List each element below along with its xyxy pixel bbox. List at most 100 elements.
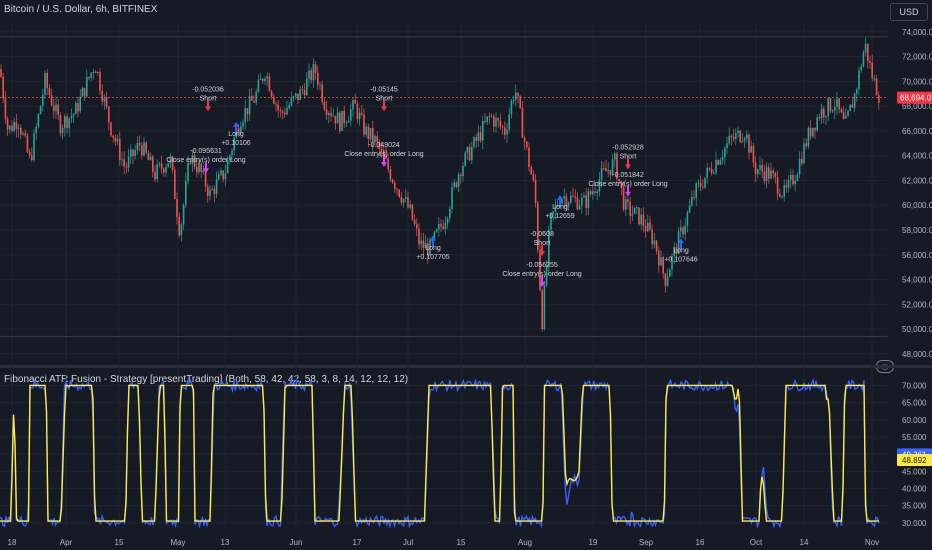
candle-body — [875, 78, 878, 96]
last-price-badge — [897, 91, 932, 104]
signal-label: Long — [228, 131, 244, 138]
candle-body — [581, 197, 583, 206]
candle-body — [136, 142, 139, 151]
candle-body — [680, 227, 682, 232]
candle-body — [187, 162, 189, 181]
candle-body — [640, 214, 642, 225]
candle-body — [48, 87, 51, 96]
candle-body — [710, 168, 713, 174]
x-tick-label: Apr — [60, 538, 73, 547]
candle-body — [829, 98, 832, 112]
candle-body — [198, 163, 200, 173]
candle-body — [90, 72, 92, 78]
candle-body — [42, 94, 44, 106]
candle-body — [504, 127, 506, 135]
candle-body — [471, 147, 473, 161]
candle-body — [218, 174, 220, 180]
candle-body — [257, 79, 260, 92]
candle-body — [200, 163, 202, 172]
currency-button[interactable]: USD — [890, 3, 928, 21]
short-arrow-icon — [539, 245, 545, 257]
candle-body — [105, 97, 108, 107]
candle-body — [519, 96, 521, 108]
candle-body — [721, 157, 724, 161]
candle-body — [693, 197, 695, 199]
candle-body — [79, 96, 81, 112]
candle-body — [501, 126, 504, 128]
candle-body — [552, 211, 554, 214]
candle-body — [268, 76, 271, 91]
candle-body — [286, 108, 288, 115]
candle-body — [290, 97, 293, 106]
candle-body — [165, 167, 167, 173]
candle-body — [224, 173, 227, 180]
x-tick-label: Oct — [750, 538, 763, 547]
candle-body — [741, 140, 744, 142]
candle-body — [757, 169, 759, 175]
candle-body — [528, 147, 530, 168]
candle-body — [171, 156, 174, 171]
candle-body — [449, 208, 451, 219]
candle-body — [26, 135, 29, 152]
candle-body — [99, 72, 101, 91]
candle-body — [726, 143, 728, 148]
candle-body — [761, 165, 763, 172]
candle-body — [341, 110, 343, 131]
candle-body — [310, 70, 312, 81]
candle-body — [651, 229, 653, 245]
candle-body — [132, 149, 134, 156]
candle-body — [53, 105, 55, 112]
candle-body — [455, 182, 458, 187]
candle-body — [578, 205, 581, 210]
candle-body — [22, 133, 24, 135]
main-y-tick-label: 74,000.0 — [902, 28, 932, 37]
x-tick-label: Aug — [518, 538, 532, 547]
candle-body — [215, 179, 218, 195]
candle-body — [163, 168, 165, 173]
candle-body — [237, 128, 240, 133]
candle-body — [655, 240, 658, 251]
candle-body — [776, 177, 779, 194]
signal-label: +0.10106 — [221, 140, 250, 147]
candle-body — [343, 110, 345, 123]
candle-body — [427, 243, 429, 256]
signal-label: Long — [673, 247, 689, 254]
candle-body — [860, 66, 862, 71]
candle-body — [508, 114, 510, 130]
candle-body — [356, 103, 359, 120]
signal-label: -0.052036 — [192, 86, 224, 93]
candle-body — [385, 155, 387, 159]
candle-body — [759, 165, 761, 170]
candle-body — [682, 227, 684, 235]
candle-body — [607, 169, 609, 172]
candle-body — [336, 112, 339, 124]
signal-label: -0.056255 — [526, 262, 558, 269]
candle-body — [585, 195, 587, 209]
candle-body — [666, 276, 669, 286]
candle-body — [495, 118, 497, 127]
signal-label: Close entry(s) order Long — [502, 271, 581, 278]
candle-body — [112, 135, 114, 138]
signal-label: Close entry(s) order Long — [344, 151, 423, 158]
candle-body — [510, 100, 513, 115]
signal-label: -0.049024 — [368, 142, 400, 149]
candle-body — [867, 43, 869, 62]
main-y-tick-label: 52,000.0 — [902, 300, 932, 309]
candle-body — [792, 175, 794, 185]
short-arrow-icon — [205, 100, 211, 112]
candle-body — [638, 207, 640, 225]
candle-body — [394, 182, 396, 189]
candle-body — [312, 64, 315, 81]
candle-body — [429, 239, 431, 256]
candle-body — [28, 151, 31, 156]
candle-body — [387, 158, 389, 170]
candle-body — [488, 115, 491, 117]
candle-body — [196, 166, 198, 173]
candle-body — [770, 170, 772, 179]
candle-body — [295, 93, 297, 97]
candle-body — [402, 199, 405, 203]
candle-body — [244, 108, 246, 123]
osc-y-tick-label: 70.000 — [902, 381, 927, 390]
candle-body — [398, 189, 400, 197]
